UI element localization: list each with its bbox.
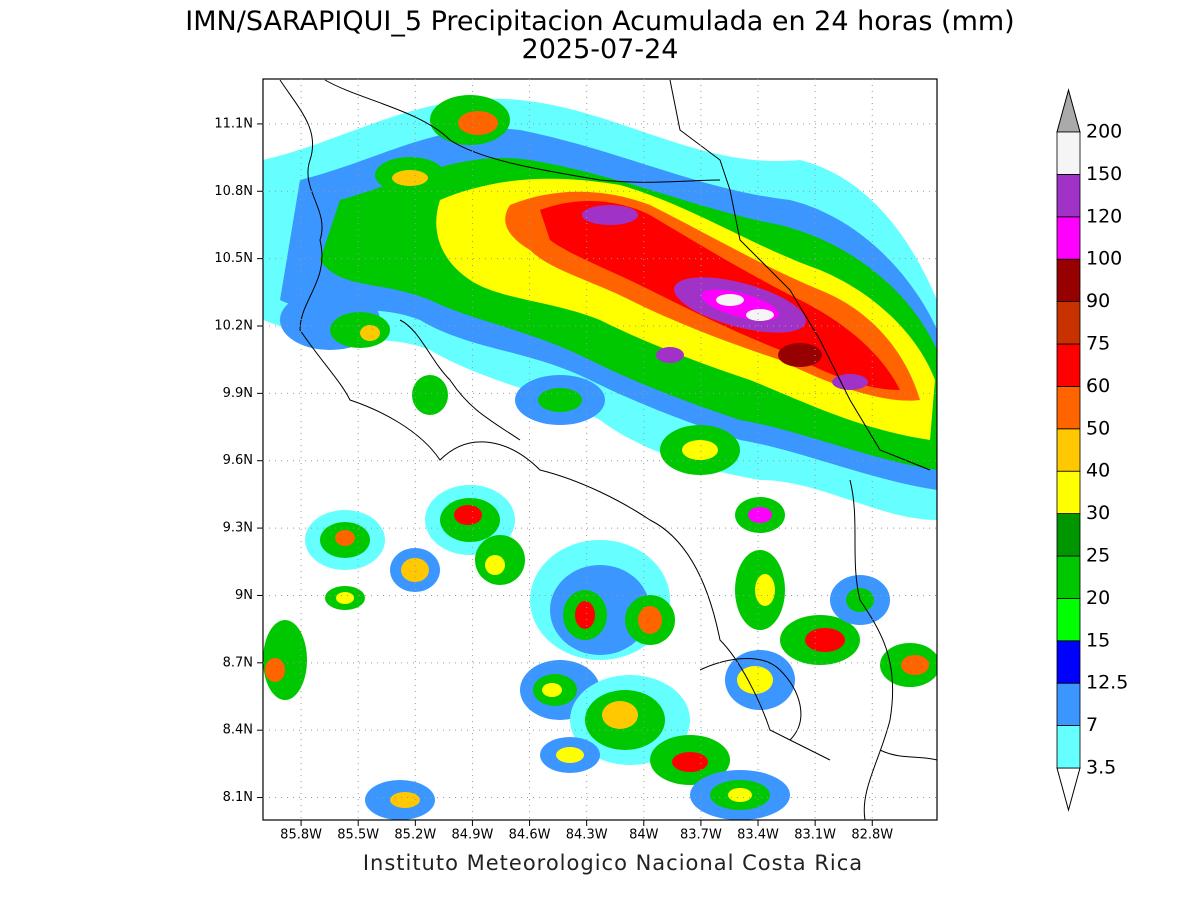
- colorbar-under: [1056, 767, 1081, 812]
- lat-tick-label: 11.1N: [214, 116, 253, 131]
- colorbar-label: 150: [1086, 163, 1122, 185]
- colorbar-box: [1056, 640, 1081, 684]
- colorbar-label: 50: [1086, 417, 1110, 439]
- colorbar-box: [1056, 682, 1081, 727]
- colorbar-box: [1056, 428, 1081, 472]
- colorbar-box: [1056, 513, 1081, 557]
- lon-tick-label: 84.3W: [566, 828, 608, 843]
- colorbar-label: 25: [1086, 545, 1110, 567]
- lat-tick-label: 9.3N: [223, 521, 253, 536]
- colorbar-box: [1056, 470, 1081, 515]
- colorbar-box: [1056, 725, 1081, 769]
- lon-tick-label: 84W: [629, 828, 659, 843]
- colorbar-label: 60: [1086, 375, 1110, 397]
- colorbar-label: 100: [1086, 248, 1122, 270]
- colorbar-box: [1056, 555, 1081, 599]
- lon-tick-label: 85.8W: [280, 828, 322, 843]
- colorbar-label: 7: [1086, 714, 1098, 736]
- colorbar-label: 3.5: [1086, 757, 1116, 779]
- colorbar-label: 40: [1086, 460, 1110, 482]
- lat-tick-label: 8.4N: [223, 723, 253, 738]
- lon-tick-label: 83.4W: [737, 828, 779, 843]
- lat-tick-label: 8.7N: [223, 655, 253, 670]
- colorbar-label: 75: [1086, 333, 1110, 355]
- map-footer: Instituto Meteorologico Nacional Costa R…: [363, 851, 863, 875]
- colorbar-over: [1056, 88, 1081, 133]
- map-frame: [262, 78, 938, 821]
- colorbar-box: [1056, 343, 1081, 387]
- lat-tick-label: 10.2N: [214, 319, 253, 334]
- precip-field: [263, 79, 937, 820]
- colorbar-box: [1056, 216, 1081, 260]
- colorbar-label: 12.5: [1086, 672, 1128, 694]
- lat-tick-label: 10.8N: [214, 184, 253, 199]
- lat-tick-label: 9.6N: [223, 453, 253, 468]
- lat-tick-label: 8.1N: [223, 790, 253, 805]
- lon-tick-label: 82.8W: [851, 828, 893, 843]
- lon-tick-label: 84.6W: [509, 828, 551, 843]
- colorbar-label: 90: [1086, 290, 1110, 312]
- lon-tick-label: 83.1W: [794, 828, 836, 843]
- lon-tick-label: 85.2W: [394, 828, 436, 843]
- colorbar-label: 120: [1086, 205, 1122, 227]
- colorbar-box: [1056, 385, 1081, 430]
- colorbar-box: [1056, 598, 1081, 642]
- map-date: 2025-07-24: [522, 34, 679, 65]
- lat-tick-label: 10.5N: [214, 251, 253, 266]
- lon-tick-label: 83.7W: [680, 828, 722, 843]
- map-title: IMN/SARAPIQUI_5 Precipitacion Acumulada …: [185, 6, 1014, 37]
- colorbar-label: 30: [1086, 502, 1110, 524]
- colorbar-box: [1056, 173, 1081, 218]
- colorbar-box: [1056, 301, 1081, 345]
- colorbar-box: [1056, 258, 1081, 303]
- lon-tick-label: 85.5W: [337, 828, 379, 843]
- lat-tick-label: 9N: [235, 588, 253, 603]
- colorbar-label: 15: [1086, 629, 1110, 651]
- colorbar-label: 200: [1086, 121, 1122, 143]
- colorbar-box: [1056, 131, 1081, 175]
- lat-tick-label: 9.9N: [223, 386, 253, 401]
- lon-tick-label: 84.9W: [452, 828, 494, 843]
- colorbar-label: 20: [1086, 587, 1110, 609]
